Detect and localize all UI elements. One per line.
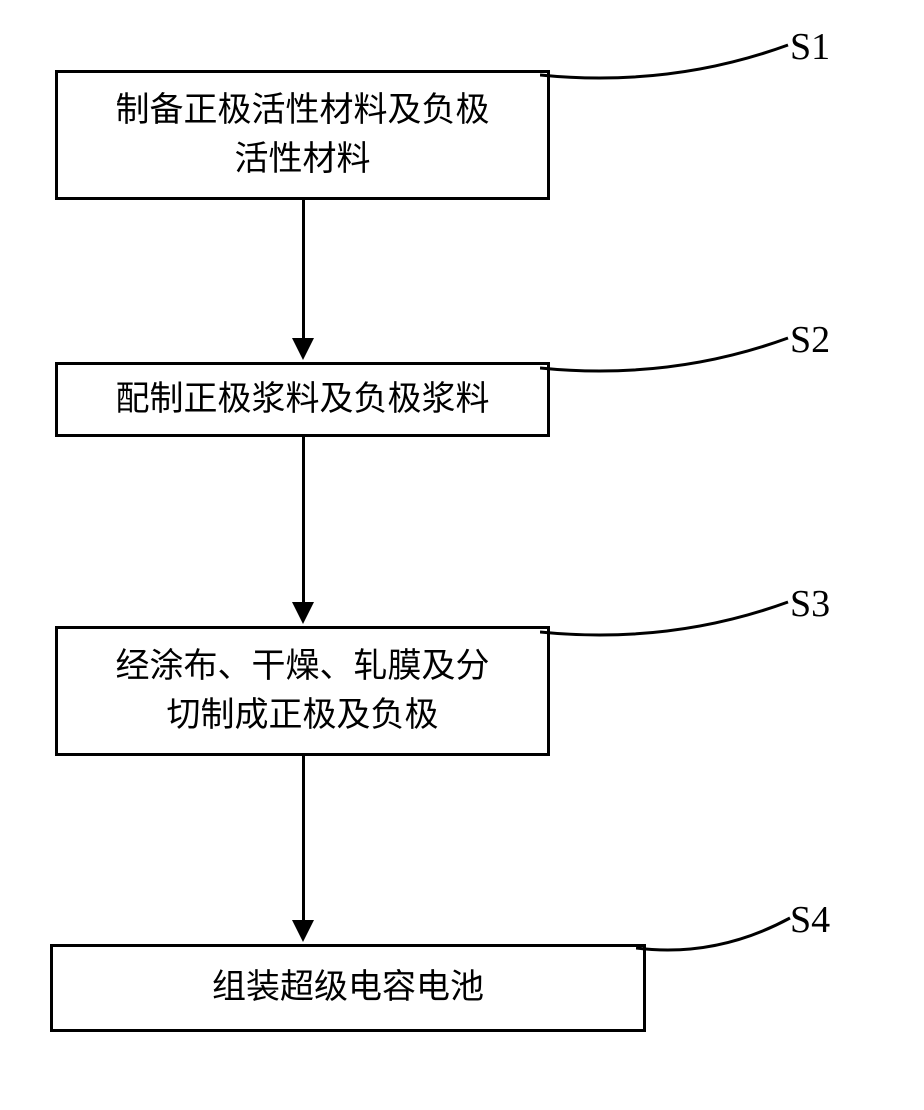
step-label-s2: S2	[790, 318, 830, 362]
connector-s4	[636, 913, 806, 963]
arrow-line-1	[302, 200, 305, 338]
step-text-s1: 制备正极活性材料及负极 活性材料	[116, 86, 490, 185]
connector-s2	[540, 333, 800, 383]
arrow-line-3	[302, 756, 305, 920]
step-text-s4: 组装超级电容电池	[212, 963, 484, 1012]
connector-s3	[540, 597, 800, 647]
step-line2: 切制成正极及负极	[167, 697, 439, 734]
step-line1: 经涂布、干燥、轧膜及分	[116, 648, 490, 685]
step-line1: 组装超级电容电池	[212, 969, 484, 1006]
step-line2: 活性材料	[235, 141, 371, 178]
step-label-s1: S1	[790, 25, 830, 69]
step-label-s3: S3	[790, 582, 830, 626]
step-line1: 制备正极活性材料及负极	[116, 92, 490, 129]
step-box-s3: 经涂布、干燥、轧膜及分 切制成正极及负极	[55, 626, 550, 756]
arrow-head-2	[292, 602, 314, 624]
step-label-s4: S4	[790, 898, 830, 942]
arrow-head-3	[292, 920, 314, 942]
connector-s1	[540, 40, 800, 90]
step-text-s2: 配制正极浆料及负极浆料	[116, 375, 490, 424]
step-text-s3: 经涂布、干燥、轧膜及分 切制成正极及负极	[116, 642, 490, 741]
flowchart-container: 制备正极活性材料及负极 活性材料 S1 配制正极浆料及负极浆料 S2 经涂布、干…	[50, 70, 870, 1040]
step-box-s2: 配制正极浆料及负极浆料	[55, 362, 550, 437]
arrow-line-2	[302, 437, 305, 602]
step-line1: 配制正极浆料及负极浆料	[116, 381, 490, 418]
arrow-head-1	[292, 338, 314, 360]
step-box-s1: 制备正极活性材料及负极 活性材料	[55, 70, 550, 200]
step-box-s4: 组装超级电容电池	[50, 944, 646, 1032]
